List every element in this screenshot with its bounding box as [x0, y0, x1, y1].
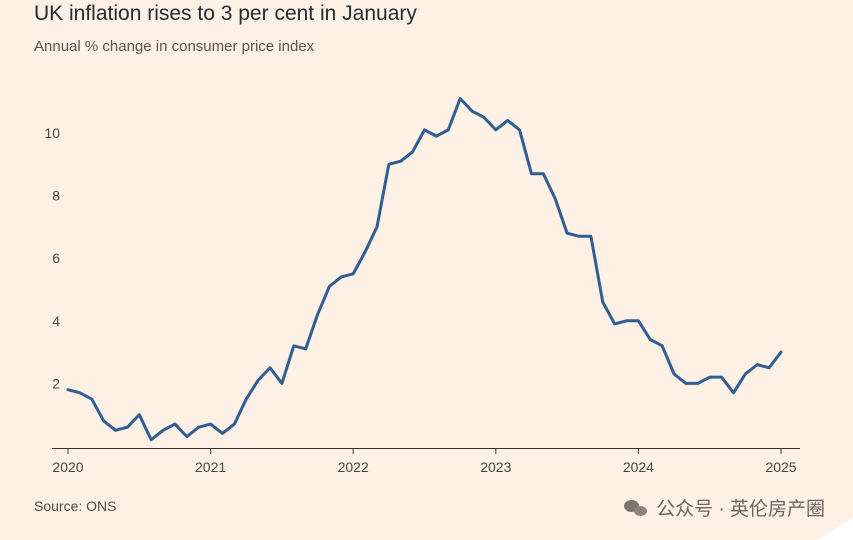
- watermark: 公众号 · 英伦房产圈: [624, 494, 825, 521]
- x-tick-label: 2023: [480, 459, 511, 475]
- cpi-series-line: [66, 97, 783, 442]
- x-tick-label: 2022: [338, 459, 369, 475]
- y-tick-label: 8: [52, 188, 60, 204]
- chart-title: UK inflation rises to 3 per cent in Janu…: [34, 2, 417, 25]
- y-tick-label: 4: [52, 313, 60, 329]
- corner-decoration: [817, 518, 853, 540]
- source-note: Source: ONS: [34, 498, 117, 514]
- x-tick-label: 2020: [52, 459, 83, 475]
- chart-subtitle: Annual % change in consumer price index: [34, 38, 315, 55]
- x-tick-label: 2021: [195, 459, 226, 475]
- x-tick-label: 2024: [623, 459, 654, 475]
- y-tick-label: 10: [44, 125, 60, 141]
- x-tick-label: 2025: [765, 459, 796, 475]
- wechat-icon: [624, 499, 648, 517]
- y-tick-label: 6: [52, 250, 60, 266]
- y-tick-label: 2: [52, 375, 60, 391]
- watermark-text: 公众号 · 英伦房产圈: [656, 499, 825, 520]
